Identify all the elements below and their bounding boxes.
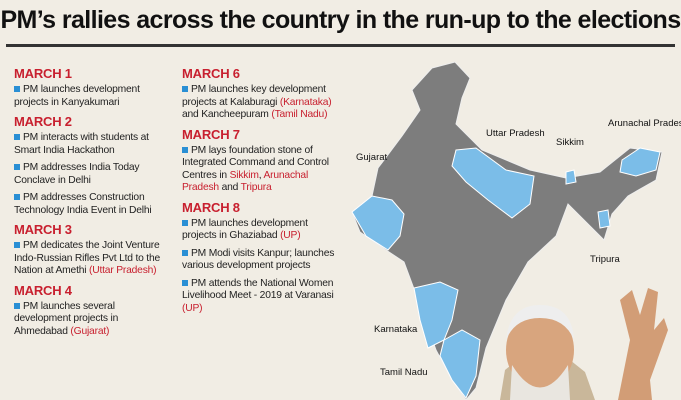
- map-label: Gujarat: [356, 152, 388, 163]
- event-item: PM Modi visits Kanpur; launches various …: [182, 248, 340, 273]
- column: MARCH 1 PM launches development projects …: [14, 66, 172, 343]
- date-heading: MARCH 1: [14, 66, 72, 81]
- bullet: [182, 86, 188, 92]
- event-text: PM launches key development projects at …: [182, 84, 326, 108]
- event-item: PM dedicates the Joint Venture Indo-Russ…: [14, 240, 172, 278]
- date-heading: MARCH 8: [182, 199, 240, 215]
- bullet: [14, 242, 20, 248]
- event-text: PM launches development projects in Ghaz…: [182, 217, 308, 242]
- date-heading: MARCH 7: [182, 126, 240, 142]
- date-heading: MARCH 6: [182, 66, 240, 81]
- bullet: [182, 279, 188, 286]
- map-label: Tamil Nadu: [380, 367, 428, 378]
- event-item: PM addresses Construction Technology Ind…: [14, 192, 172, 217]
- event-text: (Tamil Nadu): [271, 109, 328, 120]
- event-item: PM lays foundation stone of Integrated C…: [182, 145, 340, 195]
- tripura: [597, 209, 611, 229]
- map-label: Uttar Pradesh: [486, 128, 545, 139]
- event-text: (Gujarat): [70, 325, 110, 337]
- event-text: Arunachal Pradesh: [182, 169, 309, 194]
- bullet: [182, 249, 188, 256]
- event-item: PM launches development projects in Ghaz…: [182, 218, 340, 243]
- sikkim: [565, 169, 577, 185]
- event-text: PM addresses India Today Conclave in Del…: [14, 162, 140, 186]
- map-label: Tripura: [590, 254, 620, 265]
- event-text: Sikkim: [229, 169, 259, 181]
- india-map: Gujarat Uttar Pradesh Sikkim Arunachal P…: [351, 61, 681, 400]
- event-text: PM launches several development projects…: [14, 300, 119, 337]
- bullet: [14, 164, 20, 170]
- event-text: PM lays foundation stone of Integrated C…: [182, 144, 329, 181]
- date-heading: MARCH 3: [14, 222, 72, 237]
- map-label: Arunachal Pradesh: [608, 118, 681, 129]
- karnataka: [413, 281, 459, 349]
- bullet: [182, 219, 188, 226]
- tamil-nadu: [439, 329, 481, 399]
- event-text: PM addresses Construction Technology Ind…: [14, 192, 152, 216]
- map-label: Sikkim: [556, 137, 584, 148]
- event-text: Tripura: [240, 182, 272, 193]
- title: PM’s rallies across the country in the r…: [0, 6, 681, 34]
- event-item: PM addresses India Today Conclave in Del…: [14, 162, 172, 187]
- event-text: and Kancheepuram: [182, 109, 272, 120]
- event-text: ,: [258, 169, 264, 181]
- event-text: (Karnataka): [279, 96, 332, 108]
- event-item: PM attends the National Women Livelihood…: [182, 278, 340, 316]
- event-text: and: [218, 182, 241, 193]
- event-text: PM interacts with students at Smart Indi…: [14, 132, 149, 156]
- column: MARCH 6 PM launches key development proje…: [182, 66, 340, 320]
- event-text: (UP): [182, 302, 203, 314]
- portrait: [500, 288, 668, 400]
- bullet: [14, 86, 20, 92]
- event-item: PM interacts with students at Smart Indi…: [14, 132, 172, 157]
- gujarat: [351, 195, 405, 251]
- map-label: Karnataka: [374, 324, 418, 335]
- event-text: PM attends the National Women Livelihood…: [182, 277, 334, 302]
- event-item: PM launches several development projects…: [14, 301, 172, 339]
- event-text: PM launches development projects in Kany…: [14, 84, 140, 108]
- bullet: [14, 194, 20, 200]
- date-heading: MARCH 2: [14, 114, 72, 129]
- bullet: [14, 302, 20, 309]
- event-text: (Uttar Pradesh): [89, 265, 157, 276]
- uttar-pradesh: [451, 147, 535, 219]
- event-text: PM Modi visits Kanpur; launches various …: [182, 247, 335, 272]
- event-text: (UP): [280, 230, 301, 241]
- event-item: PM launches development projects in Kany…: [14, 84, 172, 109]
- title-rule: [6, 44, 675, 47]
- arunachal-pradesh: [619, 147, 661, 177]
- bullet: [14, 134, 20, 140]
- date-heading: MARCH 4: [14, 282, 72, 298]
- event-item: PM launches key development projects at …: [182, 84, 340, 122]
- map-label: Arunachal Pradesh: [608, 118, 681, 129]
- bullet: [182, 146, 188, 153]
- event-text: PM dedicates the Joint Venture Indo-Russ…: [14, 240, 161, 276]
